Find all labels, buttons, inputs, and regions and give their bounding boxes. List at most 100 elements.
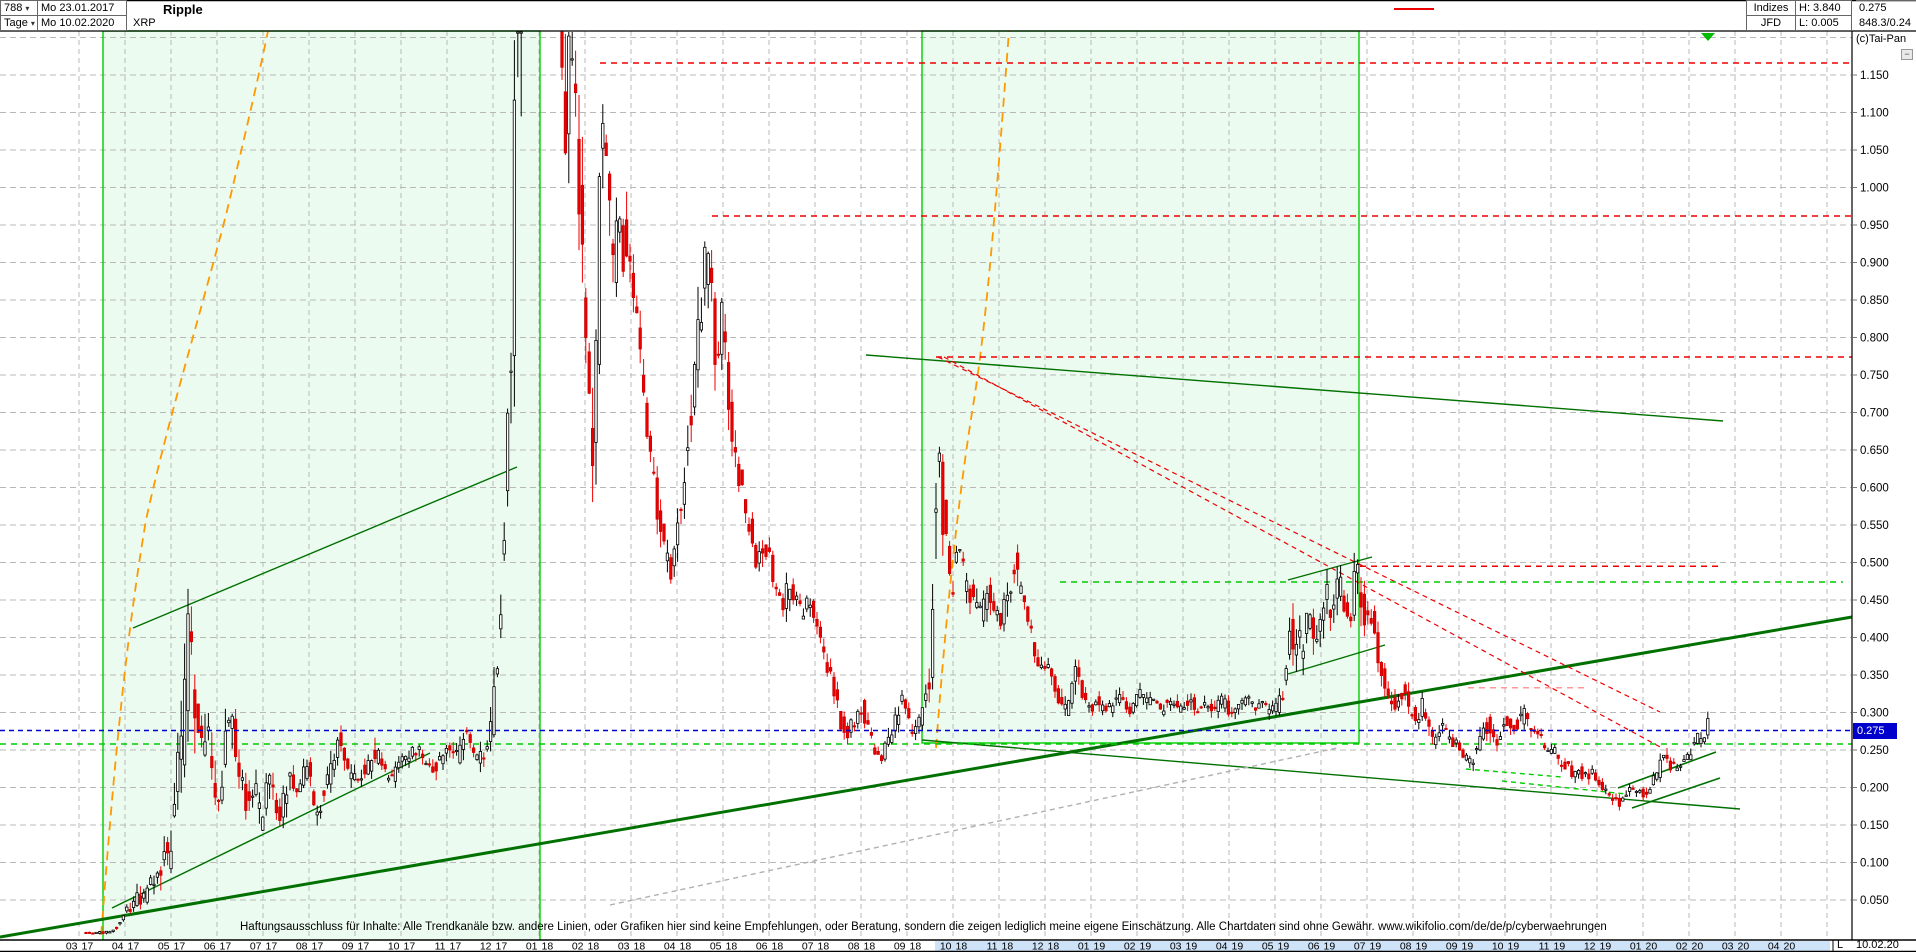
year-label: 17 — [82, 941, 94, 952]
month-label: 07 — [250, 941, 262, 952]
year-label: 19 — [1600, 941, 1612, 952]
price-tick-label: 0.950 — [1860, 220, 1889, 232]
period-dropdown[interactable]: Tage ▾ — [0, 16, 38, 31]
price-tick-label: 0.450 — [1860, 595, 1889, 607]
month-label: 06 — [756, 941, 768, 952]
symbol-field[interactable]: XRP — [133, 17, 156, 29]
year-label: 19 — [1462, 941, 1474, 952]
year-label: 20 — [1784, 941, 1796, 952]
month-label: 12 — [1584, 941, 1596, 952]
price-tick-label: 0.200 — [1860, 783, 1889, 795]
price-tick-label: 0.800 — [1860, 333, 1889, 345]
month-label: 02 — [572, 941, 584, 952]
price-tick-label: 0.050 — [1860, 895, 1889, 907]
month-label: 05 — [1262, 941, 1274, 952]
month-label: 04 — [1216, 941, 1228, 952]
month-label: 05 — [158, 941, 170, 952]
horizontal-levels — [0, 62, 1852, 745]
price-tick-label: 0.550 — [1860, 520, 1889, 532]
price-axis: 1.150 1.100 1.050 1.000 0.950 0.900 0.850 0.800… — [1851, 31, 1916, 952]
price-tick-label: 1.150 — [1860, 70, 1889, 82]
price-tick-label: 0.350 — [1860, 670, 1889, 682]
year-label: 19 — [1324, 941, 1336, 952]
month-label: 09 — [342, 941, 354, 952]
month-label: 08 — [1400, 941, 1412, 952]
broker-label: JFD — [1746, 16, 1796, 31]
month-label: 12 — [1032, 941, 1044, 952]
period-high-label: H: 3.840 — [1796, 0, 1852, 16]
price-tick-label: 0.400 — [1860, 633, 1889, 645]
period-low-label: L: 0.005 — [1796, 16, 1852, 31]
stat-label: 848.3/0.24 — [1859, 17, 1911, 29]
year-label: 18 — [634, 941, 646, 952]
month-label: 06 — [204, 941, 216, 952]
price-tick-label: 0.600 — [1860, 483, 1889, 495]
year-label: 19 — [1554, 941, 1566, 952]
year-label: 17 — [266, 941, 278, 952]
year-label: 18 — [1048, 941, 1060, 952]
year-label: 19 — [1416, 941, 1428, 952]
price-tick-label: 0.250 — [1860, 745, 1889, 757]
date-to-field[interactable]: Mo 10.02.2020 — [38, 16, 127, 31]
last-price-label: 0.275 — [1856, 0, 1916, 16]
year-label: 19 — [1278, 941, 1290, 952]
copyright-label: (c)Tai-Pan — [1856, 33, 1907, 45]
price-tick-label: 0.750 — [1860, 370, 1889, 382]
price-tick-label: 0.300 — [1860, 708, 1889, 720]
year-label: 20 — [1692, 941, 1704, 952]
corner-date-label: 10.02.20 — [1856, 939, 1899, 951]
month-label: 08 — [848, 941, 860, 952]
year-label: 19 — [1140, 941, 1152, 952]
month-label: 01 — [526, 941, 538, 952]
year-label: 17 — [496, 941, 508, 952]
month-label: 10 — [1492, 941, 1504, 952]
chevron-down-icon: ▾ — [30, 19, 35, 28]
price-tick-label: 0.150 — [1860, 820, 1889, 832]
year-label: 17 — [128, 941, 140, 952]
date-axis: 03 17 04 17 05 17 06 17 07 17 08 17 09 17 10 17 11 17 12 17… — [0, 939, 1916, 952]
year-label: 18 — [1002, 941, 1014, 952]
month-label: 11 — [987, 941, 998, 952]
month-label: 03 — [1722, 941, 1734, 952]
price-tick-label: 0.650 — [1860, 445, 1889, 457]
parabolic-trend-curves — [99, 30, 1010, 951]
month-label: 04 — [664, 941, 676, 952]
minimize-icon[interactable]: − — [1901, 49, 1913, 60]
month-label: 02 — [1676, 941, 1688, 952]
year-label: 18 — [542, 941, 554, 952]
month-label: 06 — [1308, 941, 1320, 952]
month-label: 01 — [1630, 941, 1642, 952]
month-label: 03 — [618, 941, 630, 952]
year-label: 17 — [450, 941, 462, 952]
month-label: 07 — [1354, 941, 1366, 952]
month-label: 03 — [66, 941, 78, 952]
year-label: 18 — [680, 941, 692, 952]
month-label: 07 — [802, 941, 814, 952]
grid — [0, 31, 1852, 940]
year-label: 18 — [956, 941, 968, 952]
year-label: 20 — [1738, 941, 1750, 952]
bars-count-dropdown[interactable]: 788 ▾ — [0, 0, 38, 16]
year-label: 18 — [910, 941, 922, 952]
month-label: 10 — [388, 941, 400, 952]
month-label: 04 — [112, 941, 124, 952]
month-label: 08 — [296, 941, 308, 952]
month-label: 05 — [710, 941, 722, 952]
last-bar-marker-label: L — [1837, 939, 1844, 951]
price-tick-label: 1.000 — [1860, 183, 1889, 195]
year-label: 17 — [312, 941, 324, 952]
price-tick-label: 0.900 — [1860, 258, 1889, 270]
date-from-field[interactable]: Mo 23.01.2017 — [38, 0, 127, 16]
year-label: 17 — [220, 941, 232, 952]
year-label: 17 — [174, 941, 186, 952]
price-tick-label: 0.500 — [1860, 558, 1889, 570]
month-label: 03 — [1170, 941, 1182, 952]
price-tick-label: 0.850 — [1860, 295, 1889, 307]
disclaimer-text: Haftungsausschluss für Inhalte: Alle Tre… — [240, 921, 1607, 933]
current-price-badge: 0.275 — [1853, 723, 1897, 739]
chevron-down-icon: ▾ — [25, 4, 30, 13]
instrument-title: Ripple — [163, 2, 203, 17]
month-label: 02 — [1124, 941, 1136, 952]
year-label: 19 — [1370, 941, 1382, 952]
